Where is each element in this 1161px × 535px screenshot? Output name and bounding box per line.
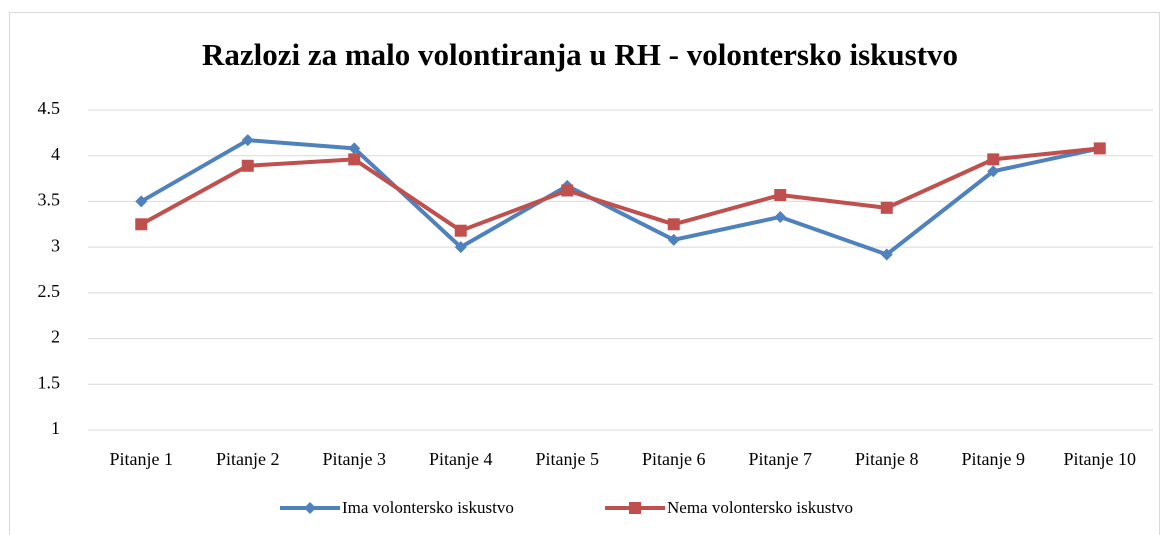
- chart-title: Razlozi za malo volontiranja u RH - volo…: [202, 37, 958, 72]
- marker: [135, 218, 148, 231]
- marker: [774, 210, 787, 223]
- marker: [1093, 142, 1106, 155]
- marker: [454, 224, 467, 237]
- y-tick-label: 2.5: [38, 281, 61, 301]
- x-tick-label: Pitanje 4: [429, 449, 493, 469]
- y-tick-label: 1: [51, 418, 60, 438]
- marker: [348, 142, 361, 155]
- marker: [241, 159, 254, 172]
- marker: [561, 184, 574, 197]
- x-tick-label: Pitanje 5: [536, 449, 600, 469]
- y-tick-label: 1.5: [38, 372, 61, 392]
- y-tick-label: 3.5: [38, 190, 61, 210]
- y-tick-label: 4.5: [38, 98, 61, 118]
- marker: [454, 241, 467, 254]
- x-tick-label: Pitanje 9: [962, 449, 1026, 469]
- chart-border: [9, 12, 1160, 535]
- x-tick-label: Pitanje 1: [110, 449, 174, 469]
- marker: [667, 233, 680, 246]
- y-tick-label: 4: [51, 144, 60, 164]
- x-tick-label: Pitanje 10: [1064, 449, 1137, 469]
- series-line: [140, 146, 1100, 233]
- marker: [135, 195, 148, 208]
- x-tick-label: Pitanje 3: [323, 449, 387, 469]
- marker: [987, 165, 1000, 178]
- y-tick-label: 3: [51, 235, 60, 255]
- marker: [774, 189, 787, 202]
- marker: [667, 218, 680, 231]
- marker: [987, 153, 1000, 166]
- marker: [629, 502, 641, 514]
- marker: [241, 134, 254, 147]
- x-tick-label: Pitanje 8: [855, 449, 919, 469]
- marker: [880, 248, 893, 261]
- x-tick-label: Pitanje 2: [216, 449, 280, 469]
- marker: [304, 502, 316, 514]
- marker: [880, 201, 893, 214]
- legend-label: Ima volontersko iskustvo: [342, 498, 514, 517]
- legend-label: Nema volontersko iskustvo: [667, 498, 853, 517]
- y-tick-label: 2: [51, 327, 60, 347]
- x-tick-label: Pitanje 7: [749, 449, 813, 469]
- series-line: [140, 138, 1101, 257]
- marker: [348, 153, 361, 166]
- x-tick-label: Pitanje 6: [642, 449, 706, 469]
